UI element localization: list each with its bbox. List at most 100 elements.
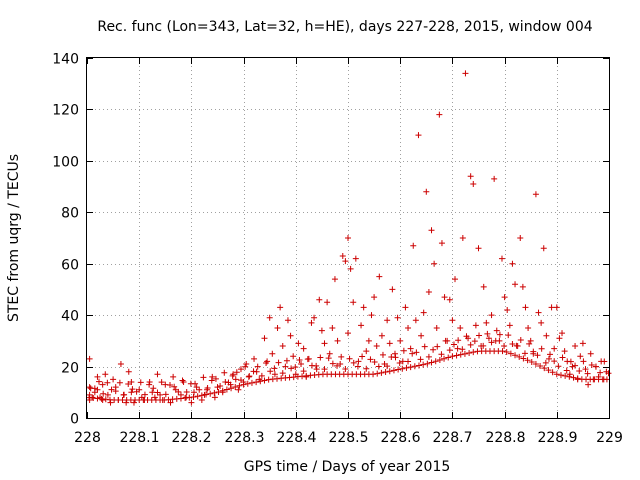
data-point [367, 356, 374, 363]
data-point [376, 273, 383, 280]
data-point [522, 304, 529, 311]
data-point [170, 373, 177, 380]
data-point [258, 372, 265, 379]
data-point [410, 242, 417, 249]
data-point [572, 343, 579, 349]
data-point [386, 340, 393, 347]
data-point [375, 363, 382, 370]
data-point [535, 309, 542, 316]
data-point [553, 371, 560, 378]
data-point [445, 354, 452, 361]
data-point [141, 391, 148, 398]
data-point [585, 381, 592, 388]
data-point [438, 351, 445, 358]
data-point [530, 348, 537, 355]
data-point [373, 343, 380, 349]
data-point [402, 304, 409, 311]
data-point [225, 379, 232, 386]
data-point [117, 361, 124, 367]
data-point [204, 385, 211, 392]
data-point [417, 356, 424, 363]
data-point [576, 368, 583, 375]
data-point [211, 389, 218, 396]
data-point [527, 337, 534, 344]
data-point [395, 366, 402, 373]
data-point [392, 354, 399, 361]
data-point [154, 389, 161, 396]
data-point [516, 353, 523, 360]
data-point [300, 345, 307, 352]
data-point [228, 385, 235, 392]
data-point [562, 372, 569, 379]
data-point [318, 327, 325, 334]
data-point [263, 359, 270, 366]
data-point [488, 312, 495, 319]
data-point [472, 322, 479, 329]
data-point [304, 356, 311, 363]
data-point [485, 335, 492, 342]
data-point [466, 349, 473, 356]
data-point [266, 314, 273, 321]
data-point [592, 363, 599, 370]
data-point [563, 367, 570, 374]
data-point [308, 319, 315, 326]
data-point [108, 386, 115, 393]
data-point [450, 341, 457, 348]
data-point [345, 330, 351, 337]
data-point [509, 260, 516, 267]
data-point [194, 393, 201, 400]
data-point [298, 361, 305, 367]
data-point [555, 363, 562, 370]
data-point [513, 342, 520, 349]
data-point [311, 314, 318, 321]
data-point [123, 399, 130, 406]
x-tick-label: 228.9 [537, 430, 577, 446]
data-point [545, 367, 552, 374]
data-point [441, 294, 448, 301]
data-point [449, 353, 456, 360]
data-point [484, 330, 491, 337]
data-point [267, 368, 274, 375]
data-point [480, 342, 487, 349]
data-point [271, 371, 278, 378]
data-point [561, 348, 568, 355]
data-point [412, 317, 419, 324]
data-point [355, 358, 362, 365]
x-tick-label: 229 [596, 430, 623, 446]
data-point [501, 342, 508, 349]
data-point [588, 361, 595, 368]
data-point [452, 276, 459, 283]
data-point [292, 364, 299, 371]
data-point [371, 359, 378, 366]
x-tick-label: 228.3 [224, 430, 264, 446]
data-point [99, 397, 106, 403]
data-point [493, 327, 500, 334]
data-point [237, 377, 244, 384]
data-point [295, 340, 302, 347]
data-point [601, 358, 608, 365]
data-point [350, 359, 357, 366]
data-point [424, 360, 431, 367]
data-point [567, 358, 574, 365]
data-point [284, 317, 291, 324]
data-point [457, 351, 464, 358]
data-point [251, 355, 258, 362]
data-point [347, 265, 354, 272]
data-point [428, 227, 435, 234]
data-point [517, 336, 524, 343]
data-point [363, 365, 370, 372]
data-point [277, 304, 284, 311]
data-point [326, 350, 333, 357]
data-point [496, 331, 503, 338]
data-point [374, 370, 381, 377]
data-point [379, 351, 386, 358]
data-point [543, 332, 550, 339]
data-point [317, 354, 324, 361]
data-point [274, 325, 281, 331]
data-point [214, 384, 221, 391]
data-point [342, 365, 349, 372]
data-point [104, 379, 111, 386]
data-point [390, 367, 397, 374]
data-point [116, 379, 123, 386]
data-point [454, 345, 461, 352]
